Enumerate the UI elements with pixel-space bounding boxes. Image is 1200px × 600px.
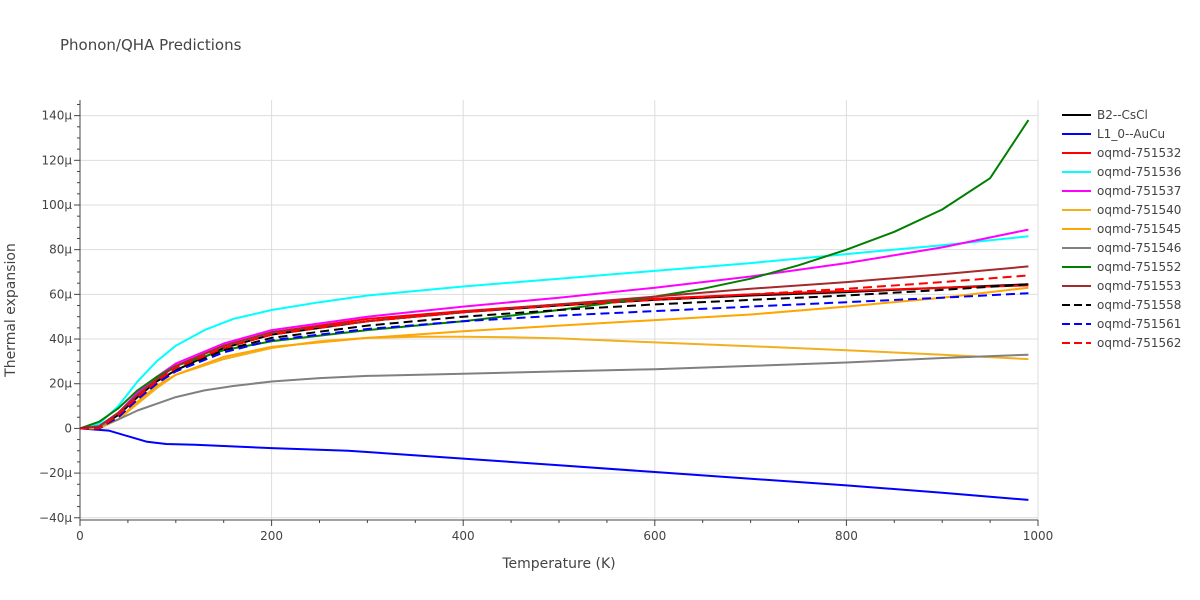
legend-label: oqmd-751536 xyxy=(1097,165,1181,179)
legend-label: B2--CsCl xyxy=(1097,108,1148,122)
legend-item[interactable]: oqmd-751553 xyxy=(1062,279,1181,293)
legend-label: oqmd-751537 xyxy=(1097,184,1181,198)
x-tick-label: 600 xyxy=(643,529,666,543)
x-axis-label: Temperature (K) xyxy=(501,556,615,572)
chart-title: Phonon/QHA Predictions xyxy=(60,36,242,54)
legend-label: oqmd-751532 xyxy=(1097,146,1181,160)
y-tick-label: 60µ xyxy=(49,287,72,301)
legend-label: oqmd-751562 xyxy=(1097,336,1181,350)
series-line-B2--CsCl[interactable] xyxy=(79,283,1029,430)
legend-label: L1_0--AuCu xyxy=(1097,127,1165,141)
x-tick-label: 1000 xyxy=(1023,529,1054,543)
legend-label: oqmd-751546 xyxy=(1097,241,1181,255)
y-tick-label: 140µ xyxy=(41,109,72,123)
legend-item[interactable]: B2--CsCl xyxy=(1062,108,1148,122)
plot-area[interactable] xyxy=(79,119,1030,501)
legend-item[interactable]: oqmd-751561 xyxy=(1062,317,1181,331)
legend-label: oqmd-751545 xyxy=(1097,222,1181,236)
series-line-oqmd-751552[interactable] xyxy=(79,119,1030,430)
y-tick-label: 20µ xyxy=(49,377,72,391)
legend-item[interactable]: oqmd-751545 xyxy=(1062,222,1181,236)
x-tick-label: 200 xyxy=(260,529,283,543)
legend-label: oqmd-751561 xyxy=(1097,317,1181,331)
legend-item[interactable]: oqmd-751552 xyxy=(1062,260,1181,274)
series-line-oqmd-751553[interactable] xyxy=(79,265,1029,430)
legend-label: oqmd-751540 xyxy=(1097,203,1181,217)
y-tick-label: 80µ xyxy=(49,243,72,257)
legend[interactable]: B2--CsCl L1_0--AuCu oqmd-751532 oqmd-751536… xyxy=(1062,108,1181,350)
series-line-oqmd-751561[interactable] xyxy=(80,292,1029,430)
series-line-oqmd-751562[interactable] xyxy=(80,274,1029,430)
y-tick-label: 100µ xyxy=(41,198,72,212)
y-tick-label: 0 xyxy=(64,421,72,435)
x-tick-label: 800 xyxy=(835,529,858,543)
y-tick-label: 40µ xyxy=(49,332,72,346)
legend-item[interactable]: oqmd-751558 xyxy=(1062,298,1181,312)
series-line-oqmd-751536[interactable] xyxy=(79,235,1029,430)
legend-item[interactable]: oqmd-751536 xyxy=(1062,165,1181,179)
series-line-oqmd-751537[interactable] xyxy=(79,228,1029,430)
legend-label: oqmd-751558 xyxy=(1097,298,1181,312)
legend-label: oqmd-751553 xyxy=(1097,279,1181,293)
legend-item[interactable]: oqmd-751537 xyxy=(1062,184,1181,198)
legend-item[interactable]: oqmd-751546 xyxy=(1062,241,1181,255)
legend-item[interactable]: oqmd-751540 xyxy=(1062,203,1181,217)
series-line-oqmd-751545[interactable] xyxy=(80,286,1029,430)
x-tick-label: 400 xyxy=(452,529,475,543)
y-tick-label: −20µ xyxy=(39,466,72,480)
grid xyxy=(80,100,1039,520)
legend-item[interactable]: oqmd-751532 xyxy=(1062,146,1181,160)
legend-label: oqmd-751552 xyxy=(1097,260,1181,274)
series-line-L1_0--AuCu[interactable] xyxy=(79,427,1029,501)
legend-item[interactable]: L1_0--AuCu xyxy=(1062,127,1165,141)
y-axis-label: Thermal expansion xyxy=(3,243,19,378)
y-tick-label: −40µ xyxy=(39,511,72,525)
axes: 0 200 400 600 800 1000 −40µ −20µ 0 20µ 40µ 60µ 80µ 10… xyxy=(39,100,1053,543)
series-line-oqmd-751546[interactable] xyxy=(79,353,1029,430)
x-tick-label: 0 xyxy=(76,529,84,543)
y-tick-label: 120µ xyxy=(41,153,72,167)
series-line-oqmd-751558[interactable] xyxy=(80,283,1029,430)
legend-item[interactable]: oqmd-751562 xyxy=(1062,336,1181,350)
